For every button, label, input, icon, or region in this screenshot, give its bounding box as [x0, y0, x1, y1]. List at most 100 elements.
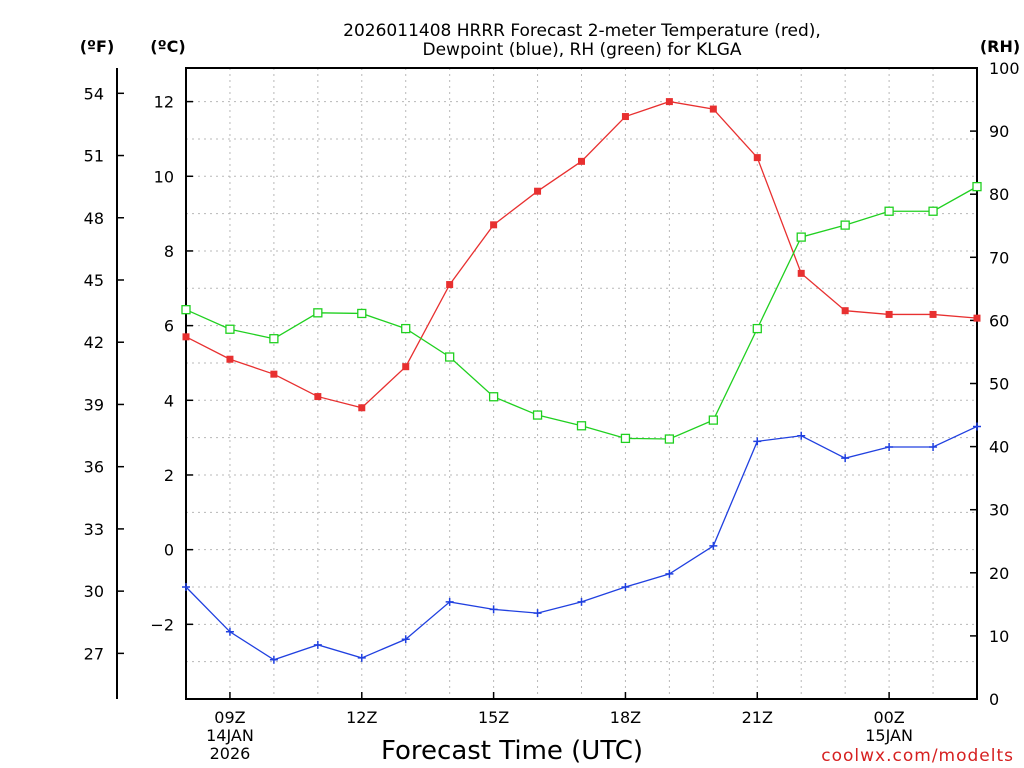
- data-point-rh: [576, 421, 587, 431]
- rh-tick-label: 50: [989, 375, 1009, 394]
- celsius-tick-label: 12: [154, 93, 174, 112]
- data-point-temperature: [270, 370, 278, 378]
- data-point-temperature: [665, 98, 673, 106]
- celsius-tick-label: 8: [164, 242, 174, 261]
- rh-tick-label: 0: [989, 690, 999, 709]
- rh-tick-label: 40: [989, 438, 1009, 457]
- data-point-dewpoint: [445, 597, 454, 606]
- data-point-temperature: [885, 310, 893, 318]
- x-tick-label: 21Z: [742, 708, 773, 727]
- data-series: [181, 98, 982, 664]
- data-point-rh: [972, 181, 982, 192]
- data-point-temperature: [358, 404, 366, 412]
- rh-tick-label: 90: [989, 122, 1009, 141]
- data-point-dewpoint: [621, 582, 630, 591]
- credit-link[interactable]: coolwx.com/modelts: [821, 746, 1014, 766]
- celsius-tick-label: 2: [164, 466, 174, 485]
- data-point-temperature: [446, 281, 454, 289]
- data-point-temperature: [797, 269, 805, 277]
- x-tick-label: 15Z: [478, 708, 509, 727]
- data-point-rh: [532, 410, 543, 420]
- data-point-rh: [225, 324, 235, 334]
- data-point-temperature: [621, 113, 629, 121]
- data-point-dewpoint: [357, 653, 366, 662]
- rh-tick-label: 30: [989, 501, 1009, 520]
- data-point-temperature: [314, 393, 322, 401]
- data-point-dewpoint: [269, 655, 278, 664]
- data-point-rh: [928, 206, 938, 216]
- data-point-rh: [401, 323, 411, 334]
- x-tick-label: 14JAN: [206, 726, 254, 745]
- celsius-tick-label: 10: [154, 167, 174, 186]
- data-point-dewpoint: [885, 442, 894, 451]
- data-point-temperature: [841, 307, 849, 315]
- chart-title-line2: Dewpoint (blue), RH (green) for KLGA: [423, 40, 742, 60]
- data-point-rh: [269, 334, 279, 344]
- fahrenheit-tick-label: 48: [84, 209, 104, 228]
- data-point-temperature: [534, 187, 542, 195]
- data-point-temperature: [753, 154, 761, 162]
- x-tick-label: 15JAN: [865, 726, 913, 745]
- fahrenheit-tick-label: 30: [84, 582, 104, 601]
- data-point-rh: [357, 308, 367, 319]
- data-point-rh: [445, 352, 455, 362]
- fahrenheit-tick-label: 45: [84, 271, 104, 290]
- celsius-tick-label: −2: [150, 615, 174, 634]
- fahrenheit-tick-label: 27: [84, 644, 104, 663]
- celsius-tick-label: 4: [164, 391, 174, 410]
- data-point-temperature: [402, 363, 410, 371]
- data-point-rh: [313, 308, 323, 318]
- data-point-dewpoint: [489, 605, 498, 614]
- data-point-dewpoint: [401, 635, 410, 644]
- x-tick-label: 00Z: [873, 708, 904, 727]
- data-point-rh: [752, 323, 762, 334]
- data-point-dewpoint: [225, 627, 234, 636]
- x-tick-label: 18Z: [610, 708, 641, 727]
- chart-title-line1: 2026011408 HRRR Forecast 2-meter Tempera…: [343, 21, 821, 41]
- data-point-dewpoint: [533, 609, 542, 618]
- fahrenheit-tick-label: 51: [84, 147, 104, 166]
- data-point-temperature: [929, 310, 937, 318]
- celsius-tick-label: 0: [164, 541, 174, 560]
- data-point-dewpoint: [313, 640, 322, 649]
- data-point-dewpoint: [665, 569, 674, 578]
- rh-tick-label: 70: [989, 248, 1009, 267]
- rh-tick-label: 20: [989, 564, 1009, 583]
- axes: [116, 67, 978, 700]
- data-point-temperature: [578, 157, 585, 165]
- data-point-rh: [181, 305, 191, 315]
- rh-tick-label: 80: [989, 185, 1009, 204]
- data-point-rh: [488, 392, 499, 402]
- data-point-dewpoint: [709, 541, 718, 550]
- data-point-rh: [708, 415, 718, 425]
- fahrenheit-tick-label: 42: [84, 333, 104, 352]
- celsius-tick-label: 6: [164, 317, 174, 336]
- fahrenheit-tick-label: 54: [84, 84, 104, 103]
- data-point-dewpoint: [797, 431, 806, 440]
- data-point-dewpoint: [182, 582, 190, 591]
- data-point-rh: [884, 206, 894, 216]
- rh-unit-label: (RH): [980, 37, 1020, 56]
- rh-tick-label: 100: [989, 59, 1020, 78]
- rh-tick-label: 60: [989, 311, 1009, 330]
- fahrenheit-tick-label: 39: [84, 395, 104, 414]
- data-point-temperature: [490, 221, 498, 229]
- data-point-temperature: [226, 355, 234, 363]
- x-tick-label: 09Z: [214, 708, 245, 727]
- fahrenheit-tick-label: 33: [84, 520, 104, 539]
- data-point-dewpoint: [577, 597, 586, 606]
- fahrenheit-tick-label: 36: [84, 458, 104, 477]
- data-point-temperature: [973, 314, 981, 322]
- data-point-dewpoint: [841, 454, 850, 463]
- data-point-temperature: [709, 105, 717, 113]
- data-point-rh: [796, 232, 806, 242]
- fahrenheit-unit-label: (ºF): [80, 37, 115, 56]
- data-point-rh: [840, 220, 850, 230]
- x-tick-label: 12Z: [346, 708, 377, 727]
- tick-labels: 27 30 33 36 39 42 45 48 51 54 −2 0 2 4 6 8 10 12 0 10 20 30 40…: [84, 59, 1020, 763]
- data-point-dewpoint: [973, 422, 981, 431]
- data-point-temperature: [182, 333, 190, 341]
- data-point-rh: [664, 434, 675, 444]
- data-point-dewpoint: [753, 437, 762, 446]
